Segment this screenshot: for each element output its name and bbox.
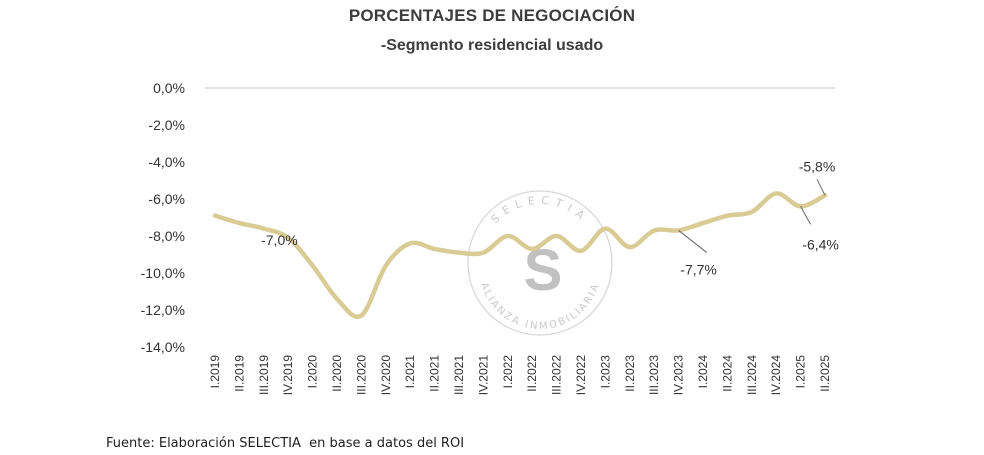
x-tick-label: IV.2021 [476,355,490,396]
data-point [750,210,754,214]
x-tick-label: III.2019 [257,355,271,395]
y-tick-label: 0,0% [153,80,185,96]
data-label: -5,8% [799,158,836,174]
x-tick-label: IV.2020 [379,355,393,396]
data-label: -7,0% [261,232,298,248]
data-point [408,241,412,245]
y-tick-label: -12,0% [141,302,185,318]
y-tick-label: -14,0% [141,339,185,355]
data-point [603,227,607,231]
x-tick-label: III.2023 [647,355,661,395]
x-tick-label: III.2021 [452,355,466,395]
data-point [481,251,485,255]
data-point [506,234,510,238]
data-point [237,221,241,225]
x-tick-label: I.2025 [794,355,808,389]
data-label: -7,7% [680,261,717,277]
data-point [384,264,388,268]
y-tick-label: -8,0% [148,228,185,244]
selectia-watermark: SELECTIA ALIANZA INMOBILIARIA S [467,190,613,336]
data-point [725,214,729,218]
x-tick-label: I.2023 [598,355,612,389]
x-tick-label: IV.2023 [672,355,686,396]
watermark-top-text: SELECTIA [489,194,592,226]
x-tick-label: I.2020 [306,355,320,389]
y-tick-label: -4,0% [148,154,185,170]
x-tick-label: II.2020 [330,355,344,392]
data-point [457,251,461,255]
x-tick-label: IV.2024 [769,355,783,396]
y-tick-label: -10,0% [141,265,185,281]
data-point [213,214,217,218]
series-line [212,191,828,320]
x-tick-label: II.2022 [525,355,539,392]
x-tick-label: II.2023 [623,355,637,392]
chart-title: PORCENTAJES DE NEGOCIACIÓN [348,6,636,25]
x-tick-label: II.2019 [232,355,246,392]
y-tick-label: -2,0% [148,117,185,133]
data-point [530,247,534,251]
x-tick-label: III.2022 [550,355,564,395]
x-tick-label: II.2024 [720,355,734,392]
y-tick-label: -6,0% [148,191,185,207]
x-tick-label: III.2024 [745,355,759,395]
data-point [652,228,656,232]
x-tick-label: I.2022 [501,355,515,389]
data-point [701,221,705,225]
data-point [555,234,559,238]
data-point [262,227,266,231]
x-tick-label: I.2019 [208,355,222,389]
x-tick-label: I.2024 [696,355,710,389]
data-point [628,245,632,249]
source-note: Fuente: Elaboración SELECTIA en base a d… [106,436,465,451]
data-point [359,314,363,318]
x-tick-label: IV.2019 [281,355,295,396]
data-point [433,247,437,251]
annotation-leader [678,230,707,253]
x-tick-label: IV.2022 [574,355,588,396]
data-point [579,249,583,253]
annotation-leader [816,179,826,196]
x-tick-label: I.2021 [403,355,417,389]
data-point [311,264,315,268]
data-point [774,191,778,195]
data-label: -6,4% [802,236,839,252]
watermark-ring [467,190,613,336]
x-tick-label: III.2020 [354,355,368,395]
data-point [335,297,339,301]
chart-subtitle: -Segmento residencial usado [380,37,604,54]
x-tick-label: II.2021 [428,355,442,392]
x-tick-label: II.2025 [818,355,832,392]
annotation-leader [800,206,812,225]
line-chart: SELECTIA ALIANZA INMOBILIARIA S 0,0% -2,0… [141,80,839,396]
